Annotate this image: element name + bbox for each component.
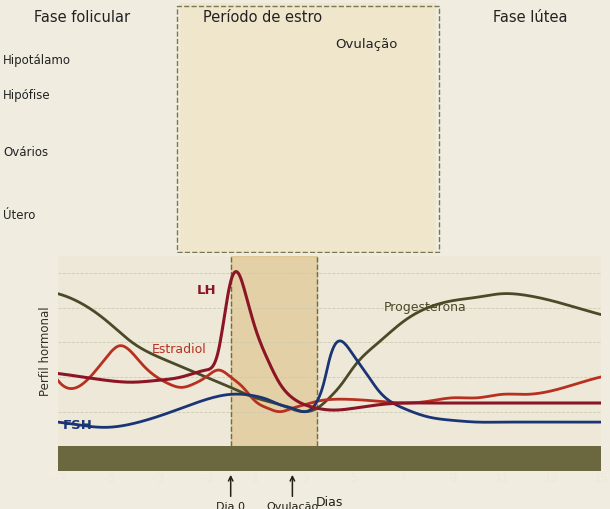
- Text: Dias: Dias: [316, 496, 343, 509]
- Text: Ovulação: Ovulação: [266, 476, 318, 509]
- Y-axis label: Perfil hormonal: Perfil hormonal: [40, 306, 52, 396]
- Text: Fase folicular: Fase folicular: [34, 10, 131, 25]
- Text: Fase lútea: Fase lútea: [493, 10, 568, 25]
- Bar: [231, 256, 317, 446]
- Text: Progesterona: Progesterona: [384, 301, 467, 314]
- Text: Período de estro: Período de estro: [203, 10, 322, 25]
- Text: FSH: FSH: [63, 419, 93, 432]
- Text: Ovários: Ovários: [3, 146, 48, 159]
- Text: Ovulação: Ovulação: [335, 38, 397, 50]
- Text: Útero: Útero: [3, 209, 35, 222]
- Bar: [180, 3, 436, 253]
- Text: Hipófise: Hipófise: [3, 89, 51, 102]
- Text: Estradiol: Estradiol: [152, 343, 206, 356]
- Text: Hipotálamo: Hipotálamo: [3, 53, 71, 67]
- Text: Dia 0: Dia 0: [216, 476, 245, 509]
- Text: LH: LH: [196, 284, 216, 297]
